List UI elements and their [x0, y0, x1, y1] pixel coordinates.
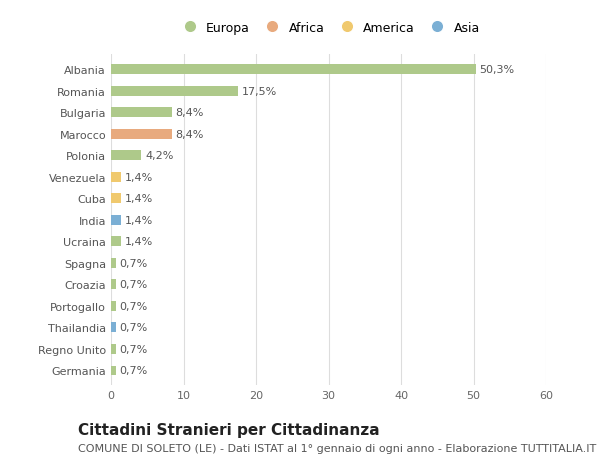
Bar [111, 87, 238, 96]
Bar [111, 344, 116, 354]
Text: 0,7%: 0,7% [120, 323, 148, 333]
Text: 1,4%: 1,4% [125, 194, 153, 204]
Bar [111, 129, 172, 140]
Bar [111, 366, 116, 375]
Text: Cittadini Stranieri per Cittadinanza: Cittadini Stranieri per Cittadinanza [78, 422, 380, 437]
Text: 4,2%: 4,2% [145, 151, 173, 161]
Text: 17,5%: 17,5% [242, 87, 277, 96]
Legend: Europa, Africa, America, Asia: Europa, Africa, America, Asia [177, 22, 480, 34]
Text: 1,4%: 1,4% [125, 173, 153, 182]
Text: 0,7%: 0,7% [120, 301, 148, 311]
Bar [111, 258, 116, 268]
Text: 1,4%: 1,4% [125, 237, 153, 247]
Text: 1,4%: 1,4% [125, 215, 153, 225]
Text: 0,7%: 0,7% [120, 365, 148, 375]
Bar [111, 280, 116, 290]
Text: 8,4%: 8,4% [176, 129, 204, 140]
Text: COMUNE DI SOLETO (LE) - Dati ISTAT al 1° gennaio di ogni anno - Elaborazione TUT: COMUNE DI SOLETO (LE) - Dati ISTAT al 1°… [78, 443, 596, 453]
Bar [111, 323, 116, 332]
Bar [111, 215, 121, 225]
Bar [111, 151, 142, 161]
Bar [111, 108, 172, 118]
Bar [111, 65, 476, 75]
Bar [111, 301, 116, 311]
Text: 0,7%: 0,7% [120, 280, 148, 290]
Text: 50,3%: 50,3% [479, 65, 514, 75]
Text: 0,7%: 0,7% [120, 258, 148, 268]
Bar [111, 194, 121, 204]
Text: 0,7%: 0,7% [120, 344, 148, 354]
Bar [111, 237, 121, 246]
Bar [111, 173, 121, 182]
Text: 8,4%: 8,4% [176, 108, 204, 118]
